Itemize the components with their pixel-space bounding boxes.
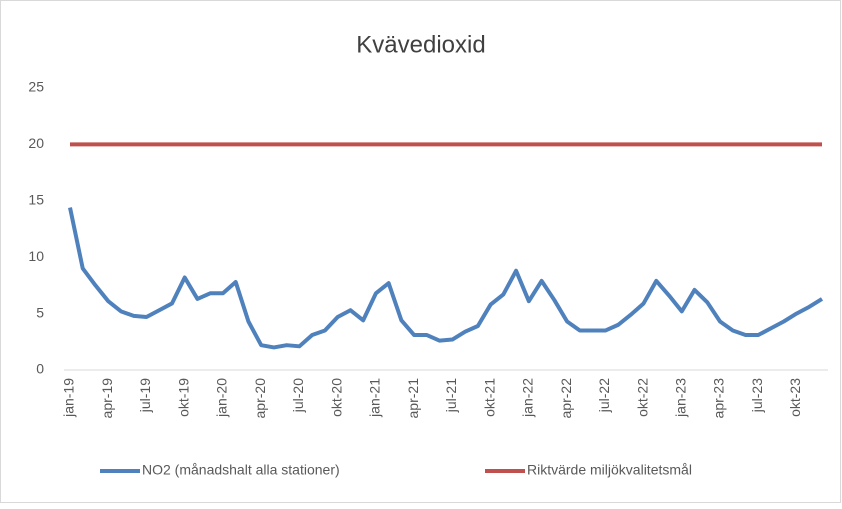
x-tick-label: okt-23 bbox=[787, 378, 803, 417]
x-tick-label: okt-21 bbox=[481, 378, 497, 417]
x-tick-label: jul-19 bbox=[137, 378, 153, 413]
legend-label: NO2 (månadshalt alla stationer) bbox=[142, 462, 340, 478]
x-tick-label: jan-21 bbox=[367, 378, 383, 418]
y-tick-label: 20 bbox=[28, 135, 44, 151]
legend-label: Riktvärde miljökvalitetsmål bbox=[527, 462, 692, 478]
y-tick-label: 15 bbox=[28, 192, 44, 208]
x-tick-label: jul-21 bbox=[443, 378, 459, 413]
x-tick-label: okt-19 bbox=[175, 378, 191, 417]
x-tick-label: jan-22 bbox=[520, 378, 536, 418]
x-tick-label: apr-20 bbox=[252, 378, 268, 419]
x-tick-label: jul-20 bbox=[290, 378, 306, 413]
x-tick-label: jul-23 bbox=[749, 378, 765, 413]
x-tick-label: okt-22 bbox=[634, 378, 650, 417]
x-tick-label: apr-21 bbox=[405, 378, 421, 419]
x-tick-label: jan-19 bbox=[61, 378, 77, 418]
y-tick-label: 25 bbox=[28, 79, 44, 95]
x-tick-label: okt-20 bbox=[328, 378, 344, 417]
x-tick-label: jan-20 bbox=[214, 378, 230, 418]
x-tick-label: jan-23 bbox=[672, 378, 688, 418]
x-tick-label: apr-19 bbox=[99, 378, 115, 419]
y-tick-label: 10 bbox=[28, 248, 44, 264]
chart-title: Kvävedioxid bbox=[356, 31, 485, 58]
x-tick-label: jul-22 bbox=[596, 378, 612, 413]
x-tick-label: apr-22 bbox=[558, 378, 574, 419]
x-tick-label: apr-23 bbox=[711, 378, 727, 419]
y-tick-label: 5 bbox=[36, 304, 44, 320]
line-series bbox=[68, 207, 824, 350]
y-tick-label: 0 bbox=[36, 361, 44, 377]
